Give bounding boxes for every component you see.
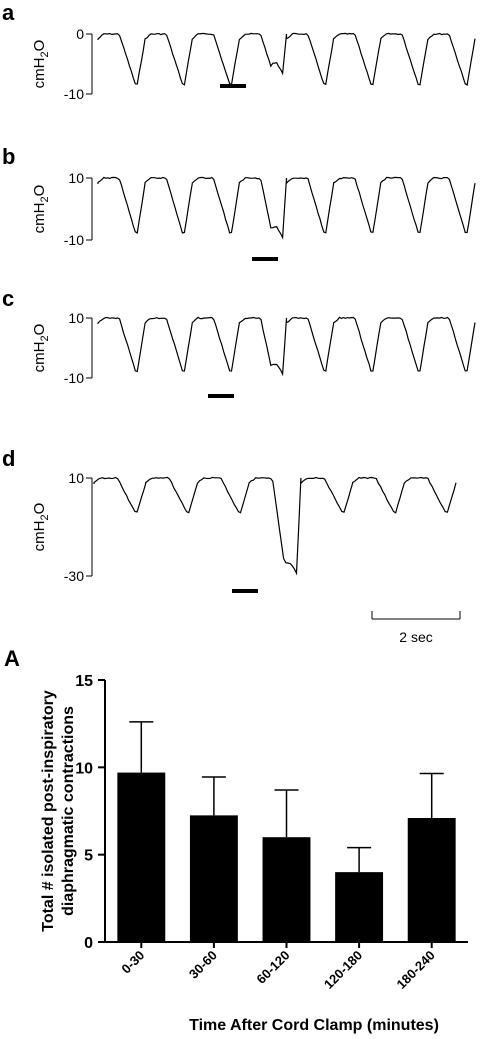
y-tick-label-bottom-c: -10 [64,370,84,386]
time-scale-bar: 2 sec [371,611,461,645]
bar-series [117,721,456,942]
panel-letter-c: c [2,286,14,311]
panel-letter-b: b [2,144,15,169]
event-marker-d [232,589,258,593]
bar-y-axis-label-line1: Total # isolated post-inspiratory [40,690,57,932]
y-axis-label-d: cmH2O [31,503,51,552]
bar-y-tick-label: 15 [75,673,93,690]
event-marker-b [252,257,278,261]
pressure-trace-c [97,316,476,377]
bar-x-tick-label: 180-240 [393,948,437,992]
panel-letter-A: A [4,646,20,671]
bar [407,817,456,942]
pressure-trace-a [97,32,476,86]
bar [189,815,238,942]
pressure-trace-b [97,176,476,240]
y-axis-label-a: cmH2O [31,40,51,89]
y-tick-label-top-d: 10 [68,470,84,486]
y-axis-label-b: cmH2O [31,185,51,234]
bar-y-axis: 0 5 10 15 [75,673,106,952]
bar-y-axis-label-line2: diaphragmatic contractions [60,706,77,916]
bar-y-tick-label: 10 [75,760,93,777]
y-tick-label-top-c: 10 [68,310,84,326]
bar-x-axis: 0-30 30-60 60-120 120-180 180-240 [105,941,468,992]
panel-letter-a: a [2,0,15,25]
trace-panel-a: a 0 -10 cmH2O [2,0,476,102]
bar-x-tick-label: 30-60 [186,948,220,982]
trace-panel-d: d 10 -30 cmH2O [2,446,457,593]
y-tick-label-top-b: 10 [68,170,84,186]
bar-x-tick-label: 60-120 [253,948,292,987]
y-tick-label-bottom-a: -10 [64,86,84,102]
y-axis-label-c: cmH2O [31,324,51,373]
bar-y-tick-label: 0 [84,935,93,952]
bar-x-axis-label: Time After Cord Clamp (minutes) [189,1017,439,1034]
bar [335,872,384,942]
y-tick-label-bottom-b: -10 [64,232,84,248]
pressure-trace-d [93,476,457,576]
event-marker-a [220,84,246,88]
bar-x-tick-label: 120-180 [321,948,365,992]
y-tick-label-top-a: 0 [76,26,84,42]
bar-chart-A: A Total # isolated post-inspiratory diap… [4,646,468,1034]
bar-x-tick-label: 0-30 [118,948,147,977]
event-marker-c [208,394,234,398]
trace-panel-b: b 10 -10 cmH2O [2,144,476,261]
bar [262,837,311,942]
bar-y-tick-label: 5 [84,848,93,865]
bar [117,772,166,942]
trace-panel-c: c 10 -10 cmH2O [2,286,476,398]
y-tick-label-bottom-d: -30 [64,568,84,584]
panel-letter-d: d [2,446,15,471]
scale-bar-label: 2 sec [399,629,432,645]
